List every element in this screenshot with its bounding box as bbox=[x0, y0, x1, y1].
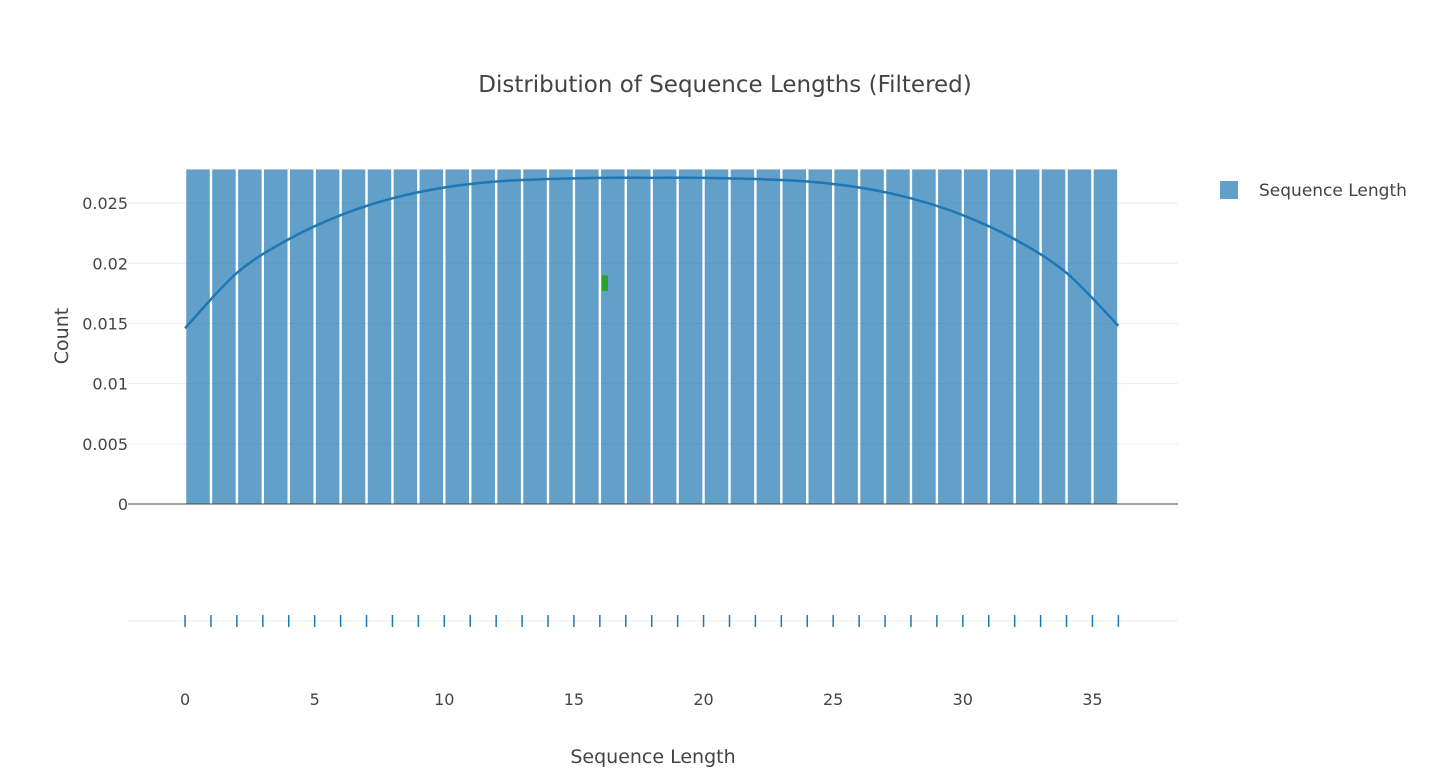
histogram-bar[interactable] bbox=[549, 169, 573, 504]
histogram-bar[interactable] bbox=[601, 169, 625, 504]
y-tick-label: 0.025 bbox=[82, 194, 128, 213]
x-tick-label: 30 bbox=[953, 690, 973, 709]
histogram-bar[interactable] bbox=[678, 169, 703, 504]
density-curve[interactable] bbox=[184, 176, 1120, 330]
x-tick-label: 20 bbox=[693, 690, 713, 709]
x-axis-title: Sequence Length bbox=[570, 746, 735, 768]
histogram-bar[interactable] bbox=[964, 169, 988, 504]
histogram-bar[interactable] bbox=[860, 169, 884, 504]
y-tick-label: 0 bbox=[118, 495, 128, 514]
legend[interactable]: Sequence Length bbox=[1220, 181, 1407, 201]
histogram-bar[interactable] bbox=[445, 169, 470, 504]
x-tick-label: 0 bbox=[180, 690, 190, 709]
histogram-bar[interactable] bbox=[1093, 169, 1118, 504]
y-tick-label: 0.005 bbox=[82, 435, 128, 454]
x-tick-label: 35 bbox=[1082, 690, 1102, 709]
histogram-bar[interactable] bbox=[1041, 169, 1066, 504]
y-tick-label: 0.02 bbox=[92, 254, 128, 273]
x-tick-label: 5 bbox=[310, 690, 320, 709]
histogram-bar[interactable] bbox=[367, 169, 392, 504]
marker bbox=[602, 275, 609, 291]
y-tick-label: 0.015 bbox=[82, 314, 128, 333]
histogram-bar[interactable] bbox=[989, 169, 1014, 504]
histogram-bar[interactable] bbox=[238, 169, 262, 504]
histogram-bar[interactable] bbox=[756, 169, 781, 504]
y-axis-title: Count bbox=[51, 308, 73, 364]
histogram-bar[interactable] bbox=[704, 169, 729, 504]
histogram-bar[interactable] bbox=[212, 169, 236, 504]
y-tick-label: 0.01 bbox=[92, 375, 128, 394]
histogram-bar[interactable] bbox=[938, 169, 962, 504]
legend-label[interactable]: Sequence Length bbox=[1259, 181, 1407, 201]
histogram-bar[interactable] bbox=[886, 169, 910, 504]
green-marker bbox=[602, 275, 609, 291]
histogram-bar[interactable] bbox=[626, 169, 651, 504]
histogram-bar[interactable] bbox=[393, 169, 418, 504]
histogram-bar[interactable] bbox=[523, 169, 547, 504]
histogram-bar[interactable] bbox=[808, 169, 832, 504]
histogram-bar[interactable] bbox=[497, 169, 521, 504]
x-tick-labels: 0 5 10 15 20 25 30 35 bbox=[180, 690, 1103, 709]
histogram-bar[interactable] bbox=[912, 169, 936, 504]
histogram-bar[interactable] bbox=[782, 169, 807, 504]
histogram-bar[interactable] bbox=[419, 169, 444, 504]
kde-line[interactable] bbox=[184, 176, 1120, 330]
histogram-bar[interactable] bbox=[652, 169, 677, 504]
histogram-bar[interactable] bbox=[1015, 169, 1040, 504]
x-tick-label: 25 bbox=[823, 690, 843, 709]
x-tick-label: 15 bbox=[564, 690, 584, 709]
histogram-bar[interactable] bbox=[289, 169, 314, 504]
histogram-bar[interactable] bbox=[315, 169, 340, 504]
histogram-bar[interactable] bbox=[186, 169, 210, 504]
chart-title: Distribution of Sequence Lengths (Filter… bbox=[478, 72, 972, 98]
rug-plot[interactable] bbox=[184, 615, 1120, 627]
x-tick-label: 10 bbox=[434, 690, 454, 709]
histogram-bar[interactable] bbox=[264, 169, 288, 504]
histogram-bars[interactable] bbox=[186, 169, 1118, 504]
histogram-bar[interactable] bbox=[1067, 169, 1092, 504]
histogram-bar[interactable] bbox=[834, 169, 858, 504]
histogram-bar[interactable] bbox=[730, 169, 755, 504]
histogram-bar[interactable] bbox=[471, 169, 495, 504]
histogram-bar[interactable] bbox=[575, 169, 599, 504]
legend-swatch[interactable] bbox=[1220, 181, 1238, 199]
histogram-bar[interactable] bbox=[341, 169, 366, 504]
y-tick-labels: 0 0.005 0.01 0.015 0.02 0.025 bbox=[82, 194, 128, 514]
